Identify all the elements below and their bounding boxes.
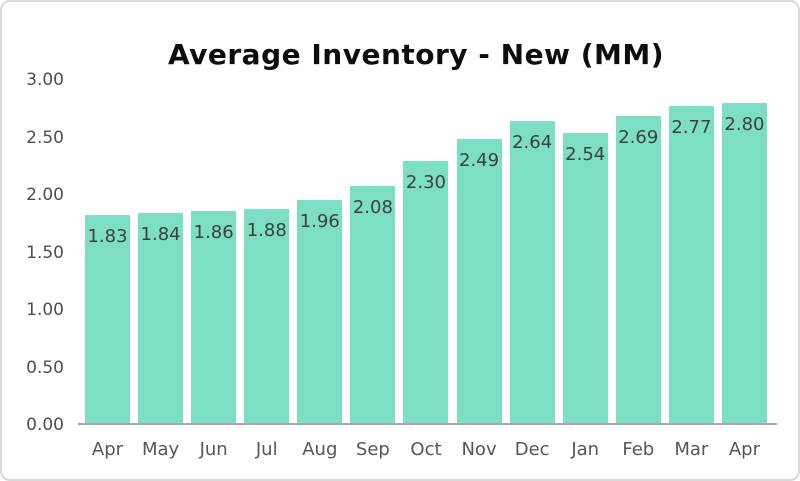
x-axis-tick-label: Aug	[302, 439, 338, 460]
bar: 1.83	[85, 214, 130, 425]
bar: 2.08	[350, 185, 396, 425]
bar-value-label: 2.69	[618, 126, 659, 148]
bar: 2.80	[721, 103, 767, 425]
x-axis-tick-label: Jun	[199, 439, 228, 460]
bar: 2.49	[456, 138, 502, 425]
bar: 2.69	[615, 115, 661, 425]
bar-value-label: 2.80	[724, 114, 765, 135]
x-axis-tick-label: Feb	[622, 439, 655, 460]
bar: 1.84	[138, 213, 184, 425]
bars-container: 1.83 1.84 1.86 1.88 1.96 2.08 2.30 2.49 2.64 2.54…	[85, 80, 767, 425]
bar-value-label: 1.84	[140, 224, 181, 246]
y-axis-tick-label: 1.00	[26, 300, 64, 320]
bar: 1.96	[297, 199, 343, 425]
bar: 2.30	[403, 160, 449, 425]
y-axis: 3.00 2.50 2.00 1.50 1.00 0.50 0.00	[2, 70, 64, 435]
bar: 2.77	[668, 106, 714, 425]
x-axis-line	[78, 423, 777, 425]
bar-value-label: 1.83	[87, 225, 128, 247]
bar-value-label: 1.86	[193, 222, 234, 244]
bar-value-label: 1.96	[299, 210, 340, 232]
x-axis-tick-label: Jul	[255, 439, 278, 460]
y-axis-tick-label: 0.50	[26, 357, 64, 378]
x-axis-tick-label: Jan	[571, 439, 600, 460]
x-axis-tick-label: Sep	[355, 439, 390, 460]
bar: 1.88	[244, 208, 290, 425]
chart-title: Average Inventory - New (MM)	[167, 38, 665, 71]
bar-value-label: 2.54	[565, 143, 606, 165]
bar-value-label: 1.88	[246, 219, 287, 241]
y-axis-tick-label: 0.00	[26, 415, 64, 435]
y-axis-tick-label: 2.00	[26, 185, 64, 205]
x-axis-tick-label: Mar	[674, 439, 709, 460]
bar: 2.54	[562, 132, 608, 425]
bar-value-label: 2.08	[352, 196, 393, 218]
x-axis-tick-label: Nov	[461, 439, 497, 460]
x-axis-tick-label: May	[141, 439, 180, 460]
x-axis-tick-label: Oct	[410, 439, 442, 460]
y-axis-tick-label: 3.00	[26, 70, 64, 90]
x-axis-tick-label: Dec	[514, 439, 550, 460]
bar-value-label: 2.64	[512, 132, 553, 154]
bar: 2.64	[509, 121, 555, 425]
x-axis-tick-label: Apr	[728, 439, 760, 460]
bar-value-label: 2.30	[405, 171, 447, 193]
y-axis-tick-label: 2.50	[26, 127, 64, 148]
x-axis-tick-label: Apr	[91, 439, 124, 460]
bar: 1.86	[191, 211, 237, 425]
y-axis-tick-label: 1.50	[26, 242, 64, 263]
bar-value-label: 2.77	[671, 117, 712, 139]
x-axis-labels: Apr May Jun Jul Aug Sep Oct Nov Dec Jan Feb Mar Apr	[85, 438, 767, 462]
bar-value-label: 2.49	[459, 149, 500, 171]
